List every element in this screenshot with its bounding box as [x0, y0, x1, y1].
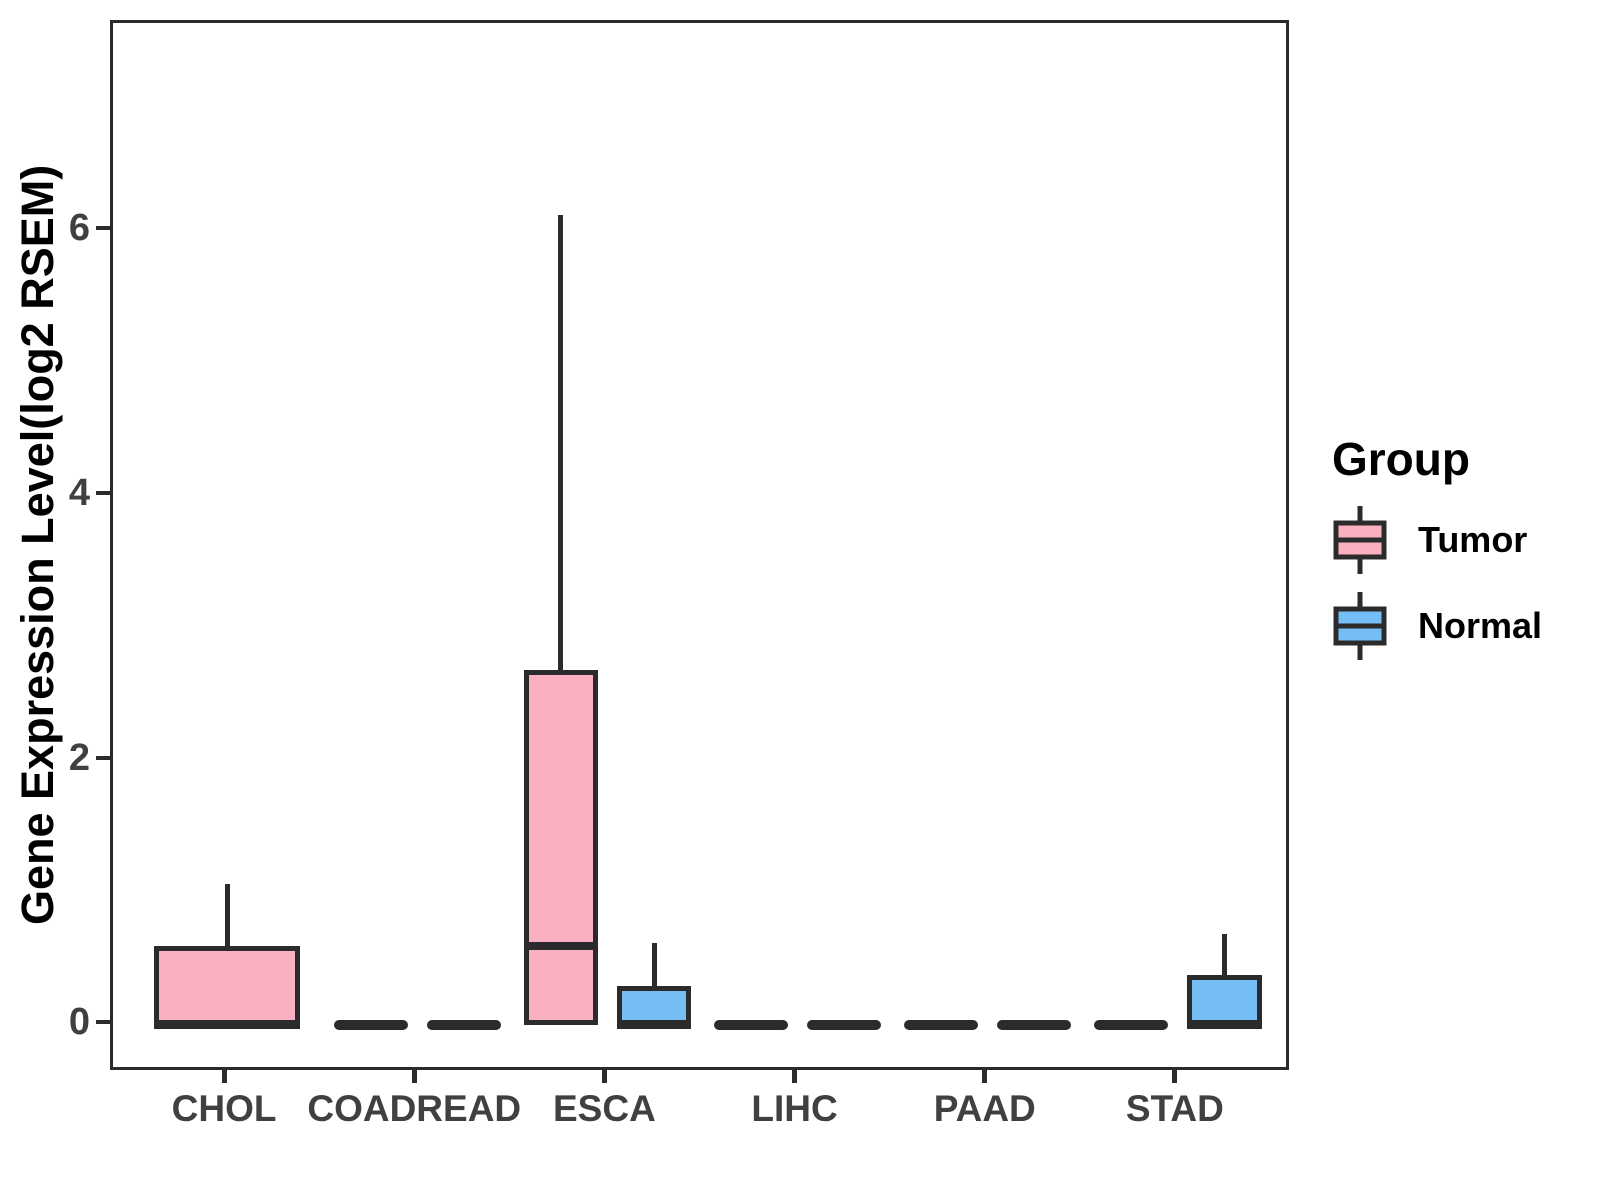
plot-area: [113, 23, 1286, 1067]
whisker-box-stad-normal: [1221, 933, 1227, 975]
box-esca-tumor: [523, 670, 598, 1026]
x-tick-mark: [792, 1070, 798, 1083]
box-coadread-tumor-collapsed: [333, 1020, 408, 1031]
box-coadread-normal-collapsed: [426, 1020, 501, 1031]
box-paad-normal-collapsed: [997, 1020, 1072, 1031]
legend: Group Tumor Normal: [1332, 432, 1542, 676]
y-tick-mark: [96, 490, 110, 495]
x-category-label: PAAD: [933, 1088, 1036, 1129]
y-axis-title: Gene Expression Level(log2 RSEM): [12, 164, 63, 926]
normal-boxplot-key-icon: [1332, 590, 1388, 662]
y-tick-label: 0: [68, 1001, 90, 1044]
x-tick-mark: [411, 1070, 417, 1083]
legend-title: Group: [1332, 433, 1470, 485]
whisker-box-esca-tumor: [558, 214, 564, 671]
box-chol-tumor: [153, 945, 301, 1026]
box-paad-tumor-collapsed: [904, 1020, 979, 1031]
plot-panel: [110, 20, 1289, 1070]
whisker-box-chol-tumor: [224, 883, 230, 946]
box-lihc-tumor-collapsed: [713, 1020, 789, 1031]
median-box-chol-tumor: [153, 1021, 301, 1030]
x-category-label: COADREAD: [307, 1088, 522, 1129]
x-category-label: ESCA: [553, 1088, 656, 1129]
x-category-label: LIHC: [751, 1088, 838, 1129]
box-stad-normal: [1187, 975, 1262, 1026]
y-tick-label: 6: [68, 206, 90, 249]
median-box-stad-normal: [1187, 1021, 1262, 1030]
legend-label-normal: Normal: [1418, 605, 1543, 646]
tumor-boxplot-key-icon: [1332, 504, 1388, 576]
y-tick-label: 2: [68, 736, 90, 779]
box-stad-tumor-collapsed: [1094, 1020, 1169, 1031]
y-tick-mark: [96, 225, 110, 230]
x-category-label: STAD: [1125, 1088, 1224, 1129]
median-box-esca-tumor: [523, 941, 598, 950]
x-tick-mark: [982, 1070, 988, 1083]
median-box-esca-normal: [616, 1021, 692, 1030]
legend-item-tumor: Tumor: [1332, 504, 1542, 576]
box-esca-normal: [616, 985, 692, 1026]
x-tick-mark: [1172, 1070, 1178, 1083]
whisker-box-esca-normal: [651, 943, 657, 986]
y-tick-label: 4: [68, 471, 90, 514]
y-tick-mark: [96, 1020, 110, 1025]
x-tick-mark: [221, 1070, 227, 1083]
x-tick-mark: [601, 1070, 607, 1083]
legend-item-normal: Normal: [1332, 590, 1542, 662]
x-category-label: CHOL: [171, 1088, 277, 1129]
box-lihc-normal-collapsed: [807, 1020, 882, 1031]
y-tick-mark: [96, 755, 110, 760]
legend-label-tumor: Tumor: [1418, 519, 1528, 560]
